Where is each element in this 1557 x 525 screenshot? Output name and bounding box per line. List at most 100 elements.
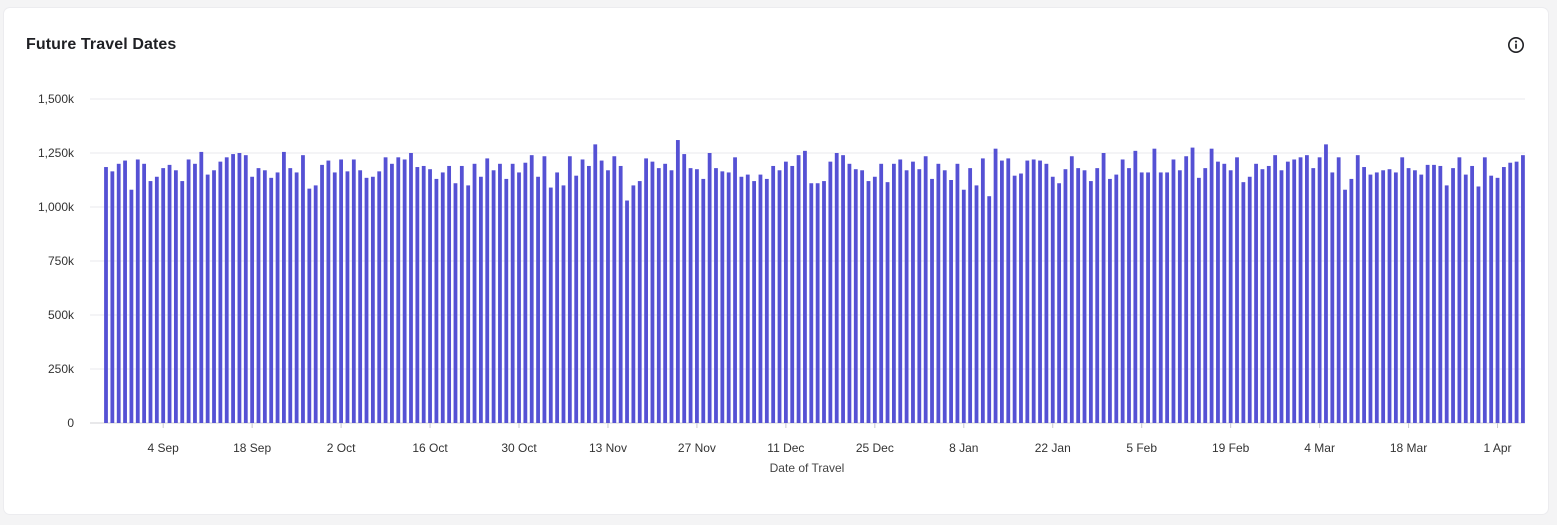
bar[interactable]	[282, 151, 286, 424]
bar[interactable]	[574, 175, 579, 423]
bar[interactable]	[173, 170, 178, 423]
bar[interactable]	[898, 159, 903, 424]
bar[interactable]	[834, 153, 839, 423]
bar[interactable]	[1444, 185, 1449, 423]
bar[interactable]	[1235, 157, 1239, 423]
bar[interactable]	[440, 172, 445, 423]
bar[interactable]	[180, 181, 185, 423]
bar[interactable]	[415, 167, 420, 423]
bar[interactable]	[1324, 144, 1328, 424]
bar[interactable]	[1025, 160, 1030, 423]
bar[interactable]	[911, 161, 915, 423]
bar[interactable]	[1305, 155, 1309, 423]
bar[interactable]	[606, 170, 610, 423]
bar[interactable]	[1393, 172, 1398, 423]
bar[interactable]	[1165, 172, 1170, 423]
bar[interactable]	[262, 170, 267, 423]
bar[interactable]	[1209, 148, 1214, 423]
bar[interactable]	[548, 187, 553, 423]
bar[interactable]	[434, 178, 439, 423]
bar[interactable]	[154, 176, 159, 423]
bar[interactable]	[968, 168, 973, 423]
bar[interactable]	[955, 163, 960, 424]
bar[interactable]	[1457, 157, 1462, 423]
bar[interactable]	[370, 176, 375, 423]
bar[interactable]	[1012, 175, 1017, 423]
bar[interactable]	[631, 185, 636, 423]
bar[interactable]	[790, 165, 795, 423]
bar[interactable]	[536, 176, 540, 423]
bar[interactable]	[193, 163, 197, 424]
bar[interactable]	[1349, 178, 1354, 423]
bar[interactable]	[923, 156, 928, 424]
bar[interactable]	[123, 160, 127, 423]
bar[interactable]	[593, 144, 598, 424]
bar[interactable]	[542, 156, 547, 424]
bar[interactable]	[688, 168, 693, 423]
bar[interactable]	[1133, 150, 1138, 423]
bar[interactable]	[599, 160, 604, 423]
info-icon[interactable]	[1507, 36, 1525, 54]
bar[interactable]	[224, 157, 229, 423]
bar[interactable]	[841, 155, 845, 423]
bar[interactable]	[377, 171, 382, 423]
bar[interactable]	[1508, 162, 1513, 423]
bar[interactable]	[764, 178, 769, 423]
bar[interactable]	[580, 159, 585, 424]
bar[interactable]	[218, 161, 223, 423]
bar[interactable]	[866, 181, 871, 423]
bar[interactable]	[1419, 174, 1424, 423]
bar[interactable]	[1146, 172, 1150, 423]
bar[interactable]	[383, 157, 388, 423]
bar[interactable]	[993, 148, 998, 423]
bar[interactable]	[390, 163, 394, 424]
bar[interactable]	[656, 168, 661, 423]
bar[interactable]	[612, 156, 617, 424]
bar[interactable]	[1374, 172, 1379, 423]
bar[interactable]	[485, 158, 490, 423]
bar[interactable]	[1228, 170, 1233, 423]
bar[interactable]	[428, 169, 432, 423]
bar[interactable]	[199, 151, 204, 424]
bar[interactable]	[1000, 160, 1004, 423]
bar[interactable]	[472, 163, 477, 424]
bar[interactable]	[326, 160, 331, 423]
bar[interactable]	[860, 170, 865, 423]
bar[interactable]	[1432, 164, 1436, 423]
bar[interactable]	[1203, 168, 1208, 423]
bar[interactable]	[987, 196, 992, 423]
bar[interactable]	[1482, 157, 1487, 423]
bar[interactable]	[783, 161, 788, 423]
bar[interactable]	[1177, 170, 1182, 423]
bar[interactable]	[275, 172, 280, 423]
bar[interactable]	[1057, 183, 1061, 423]
bar[interactable]	[1050, 176, 1055, 423]
bar[interactable]	[167, 164, 172, 423]
bar[interactable]	[459, 165, 464, 423]
bar[interactable]	[1406, 168, 1411, 423]
bar[interactable]	[1127, 168, 1131, 423]
bar[interactable]	[1069, 156, 1074, 424]
bar[interactable]	[885, 182, 890, 423]
bar[interactable]	[1216, 161, 1220, 423]
bar[interactable]	[332, 172, 337, 423]
bar[interactable]	[618, 165, 623, 423]
bar[interactable]	[250, 176, 255, 423]
bar[interactable]	[135, 159, 140, 424]
bar[interactable]	[1330, 172, 1335, 423]
bar[interactable]	[243, 155, 248, 423]
bar[interactable]	[402, 159, 407, 424]
bar[interactable]	[110, 171, 115, 423]
bar[interactable]	[301, 155, 305, 423]
bar[interactable]	[1381, 170, 1386, 423]
bar[interactable]	[1279, 170, 1284, 423]
bar[interactable]	[358, 170, 363, 423]
bar[interactable]	[1514, 161, 1519, 423]
bar[interactable]	[853, 169, 858, 423]
bar[interactable]	[1184, 156, 1189, 424]
bar[interactable]	[1355, 155, 1360, 423]
bar[interactable]	[1171, 159, 1176, 424]
bar[interactable]	[847, 163, 852, 424]
bar[interactable]	[1495, 177, 1500, 423]
bar[interactable]	[745, 174, 750, 423]
